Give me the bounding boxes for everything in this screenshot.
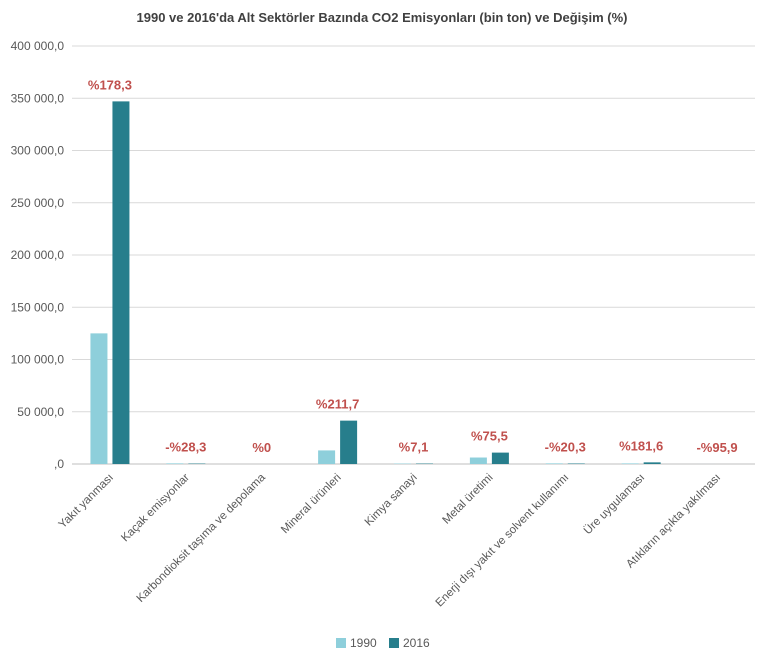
change-label: %75,5 [471,429,508,444]
bar-1990 [166,463,184,464]
legend: 1990 2016 [336,636,430,650]
y-tick-label: 150 000,0 [11,300,65,314]
change-label: %181,6 [619,438,663,453]
y-tick-label: 300 000,0 [11,144,65,158]
bar-1990 [469,457,487,464]
bar-1990 [621,463,639,464]
legend-swatch-2016 [389,638,399,648]
change-label: %7,1 [399,440,429,455]
bar-2016 [643,462,661,464]
y-tick-label: 250 000,0 [11,196,65,210]
x-category-label: Metal üretimi [440,472,495,527]
x-category-label: Karbondioksit taşıma ve depolama [135,471,269,605]
y-tick-label: ,0 [54,457,64,471]
y-tick-label: 350 000,0 [11,91,65,105]
y-tick-label: 50 000,0 [17,405,64,419]
y-axis-ticks: ,0 50 000,0 100 000,0 150 000,0 200 000,0 250… [11,39,65,471]
change-label: %0 [252,440,271,455]
x-category-label: Kaçak emisyonlar [119,472,192,545]
bar-2016 [340,420,358,464]
change-label: -%20,3 [545,439,586,454]
x-category-label: Mineral ürünleri [279,472,344,537]
change-annotations: %178,3 -%28,3 %0 %211,7 %7,1 %75,5 -%20,3 %181,… [88,77,738,455]
bar-1990 [90,333,108,464]
y-tick-label: 100 000,0 [11,353,65,367]
change-label: %211,7 [316,397,359,412]
x-axis-categories: Yakıt yanması Kaçak emisyonlarKarbondioks… [57,471,724,609]
x-category-label: Üre uygulaması [582,472,647,537]
y-tick-label: 400 000,0 [11,39,65,53]
change-label: %178,3 [88,77,132,92]
change-label: -%28,3 [165,439,206,454]
bar-2016 [112,101,130,464]
change-label: -%95,9 [696,440,737,455]
bar-1990 [318,450,336,464]
x-category-label: Kimya sanayi [363,472,420,529]
gridlines [72,45,755,465]
bar-2016 [491,452,509,464]
legend-label-2016: 2016 [403,636,430,650]
y-tick-label: 200 000,0 [11,248,65,262]
bars [90,101,737,464]
bar-1990 [545,463,563,464]
x-category-label: Enerji dışı yakıt ve solvent kullanımı [434,472,572,610]
legend-swatch-1990 [336,638,346,648]
bar-2016 [567,463,585,464]
chart-title: 1990 ve 2016'da Alt Sektörler Bazında CO… [137,10,628,25]
legend-label-1990: 1990 [350,636,377,650]
x-category-label: Yakıt yanması [57,472,116,531]
